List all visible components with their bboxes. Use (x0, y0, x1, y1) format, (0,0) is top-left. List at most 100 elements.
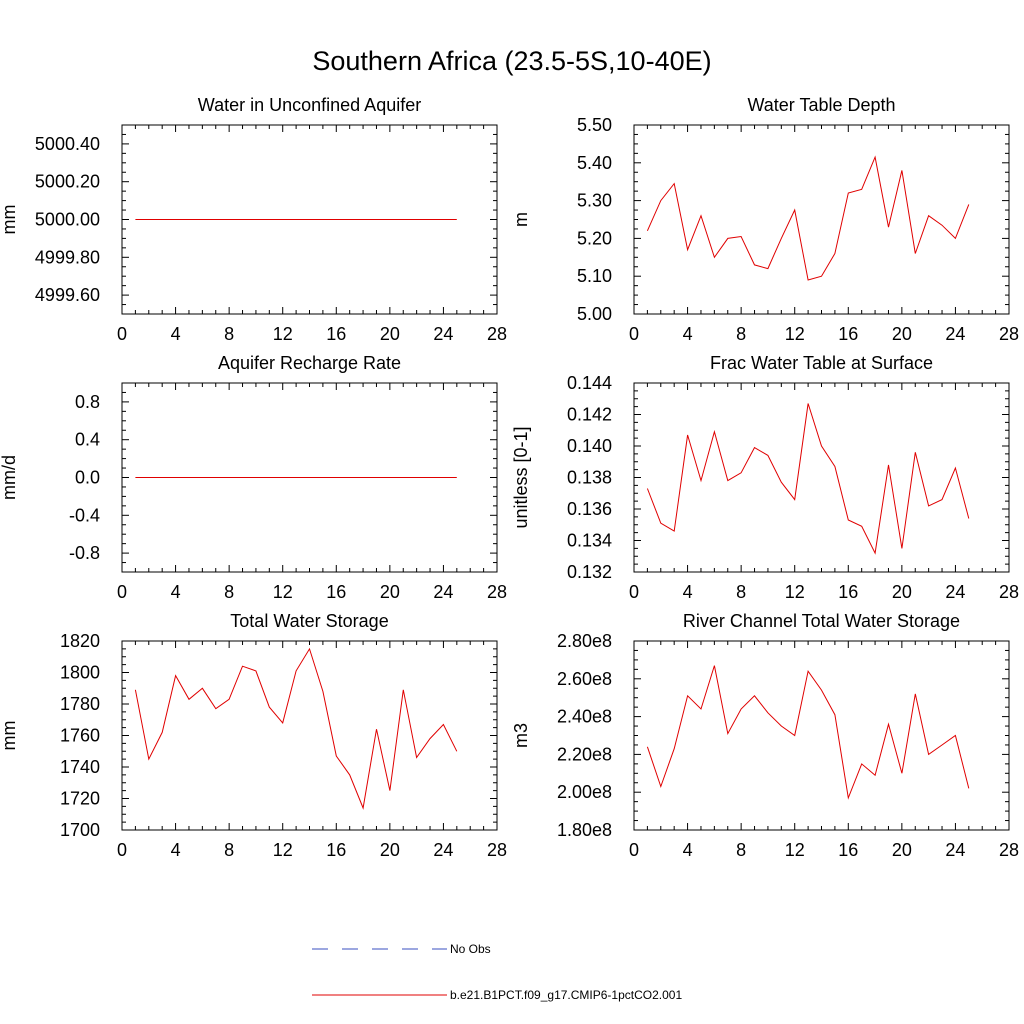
plot-6-frame (633, 640, 1010, 831)
plot-2-y-tick-label: 5.20 (577, 228, 612, 248)
plot-3-y-tick-label: -0.8 (69, 543, 100, 563)
plot-6-y-tick-label: 2.40e8 (557, 707, 612, 727)
plot-2-x-tick-label: 28 (999, 324, 1019, 344)
plot-6-y-tick-label: 2.60e8 (557, 669, 612, 689)
plot-2-x-tick-label: 4 (683, 324, 693, 344)
legend-obs-label: No Obs (450, 942, 491, 956)
plot-1-y-tick-label: 5000.40 (35, 134, 100, 154)
plot-6-x-tick-label: 24 (945, 840, 965, 860)
plot-4-y-tick-label: 0.132 (567, 562, 612, 582)
plot-1-x-tick-label: 8 (224, 324, 234, 344)
plot-4-x-tick-label: 4 (683, 582, 693, 602)
plot-6-x-tick-label: 16 (838, 840, 858, 860)
plot-3-y-axis-label: mm/d (0, 455, 19, 500)
plot-5-x-tick-label: 20 (380, 840, 400, 860)
plot-6-series-line (646, 665, 970, 800)
plot-4-series-line (646, 403, 970, 555)
plot-6-x-tick-label: 12 (785, 840, 805, 860)
plot-6-title: River Channel Total Water Storage (683, 611, 960, 631)
plot-4-y-axis-label: unitless [0-1] (511, 426, 531, 528)
plot-3-y-tick-label: -0.4 (69, 505, 100, 525)
plot-1-x-tick-label: 28 (487, 324, 507, 344)
plot-1-y-tick-label: 5000.20 (35, 172, 100, 192)
plot-5-series-line (134, 647, 458, 810)
plot-6-y-tick-label: 2.80e8 (557, 631, 612, 651)
plot-1-x-tick-label: 0 (117, 324, 127, 344)
plot-4-y-tick-label: 0.142 (567, 405, 612, 425)
plot-5-title: Total Water Storage (230, 611, 388, 631)
plot-4-x-tick-label: 0 (629, 582, 639, 602)
plot-5-x-tick-label: 24 (433, 840, 453, 860)
plot-2-y-tick-label: 5.00 (577, 304, 612, 324)
plot-2-title: Water Table Depth (747, 95, 895, 115)
legend-model-line (312, 994, 447, 996)
plot-2-x-tick-label: 12 (785, 324, 805, 344)
plot-4-y-tick-label: 0.140 (567, 436, 612, 456)
main-title: Southern Africa (23.5-5S,10-40E) (312, 46, 712, 76)
plot-3-x-tick-label: 0 (117, 582, 127, 602)
plot-6-y-tick-label: 2.20e8 (557, 744, 612, 764)
plot-1-x-tick-label: 20 (380, 324, 400, 344)
plot-4-y-tick-label: 0.144 (567, 373, 612, 393)
plot-1-title: Water in Unconfined Aquifer (198, 95, 421, 115)
plot-1-x-tick-label: 16 (326, 324, 346, 344)
plot-5-y-tick-label: 1800 (60, 663, 100, 683)
plot-3-x-tick-label: 28 (487, 582, 507, 602)
plot-6-y-axis-label: m3 (511, 723, 531, 748)
plot-2-y-tick-label: 5.50 (577, 115, 612, 135)
plot-2-frame (633, 124, 1010, 315)
plot-5-y-tick-label: 1780 (60, 694, 100, 714)
plot-6-x-tick-label: 20 (892, 840, 912, 860)
plot-3-title: Aquifer Recharge Rate (218, 353, 401, 373)
plot-3-x-tick-label: 16 (326, 582, 346, 602)
plot-3-x-tick-label: 24 (433, 582, 453, 602)
plot-6-y-tick-label: 2.00e8 (557, 782, 612, 802)
plot-3-x-tick-label: 12 (273, 582, 293, 602)
plot-5-x-tick-label: 28 (487, 840, 507, 860)
plot-6-x-tick-label: 0 (629, 840, 639, 860)
plot-6-y-tick-label: 1.80e8 (557, 820, 612, 840)
plot-1-y-tick-label: 4999.80 (35, 247, 100, 267)
plot-5-y-tick-label: 1820 (60, 631, 100, 651)
plot-2-y-tick-label: 5.30 (577, 191, 612, 211)
plot-4-x-tick-label: 28 (999, 582, 1019, 602)
plot-4-frame (633, 382, 1010, 573)
plot-2-y-tick-label: 5.10 (577, 266, 612, 286)
plot-6-x-tick-label: 8 (736, 840, 746, 860)
plot-6-x-tick-label: 28 (999, 840, 1019, 860)
plot-2-x-tick-label: 20 (892, 324, 912, 344)
plot-3-y-tick-label: 0.4 (75, 430, 100, 450)
plot-5-x-tick-label: 8 (224, 840, 234, 860)
plot-4-x-tick-label: 20 (892, 582, 912, 602)
plot-4-title: Frac Water Table at Surface (710, 353, 933, 373)
plot-4-x-tick-label: 12 (785, 582, 805, 602)
plot-5-y-tick-label: 1760 (60, 726, 100, 746)
plot-5-y-tick-label: 1740 (60, 757, 100, 777)
plot-1-y-tick-label: 5000.00 (35, 210, 100, 230)
plot-3-y-tick-label: 0.8 (75, 392, 100, 412)
plot-4-x-tick-label: 8 (736, 582, 746, 602)
plot-2-x-tick-label: 8 (736, 324, 746, 344)
plot-3-x-tick-label: 20 (380, 582, 400, 602)
plot-5-x-tick-label: 12 (273, 840, 293, 860)
plot-2-x-tick-label: 0 (629, 324, 639, 344)
legend-obs-line (312, 948, 447, 950)
plot-6-x-tick-label: 4 (683, 840, 693, 860)
plot-1-x-tick-label: 24 (433, 324, 453, 344)
plot-2-series-line (646, 155, 970, 281)
plot-1-y-tick-label: 4999.60 (35, 285, 100, 305)
plot-5-y-tick-label: 1700 (60, 820, 100, 840)
plot-2-y-tick-label: 5.40 (577, 153, 612, 173)
plot-4-y-tick-label: 0.134 (567, 531, 612, 551)
plot-5-x-tick-label: 0 (117, 840, 127, 860)
plot-4-y-tick-label: 0.138 (567, 468, 612, 488)
plot-3-x-tick-label: 4 (171, 582, 181, 602)
plot-4-y-tick-label: 0.136 (567, 499, 612, 519)
plot-5-y-tick-label: 1720 (60, 789, 100, 809)
plot-5-frame (121, 640, 498, 831)
plot-1-x-tick-label: 4 (171, 324, 181, 344)
plot-5-y-axis-label: mm (0, 721, 19, 751)
plot-3-y-tick-label: 0.0 (75, 468, 100, 488)
legend-model-label: b.e21.B1PCT.f09_g17.CMIP6-1pctCO2.001 (450, 988, 683, 1002)
